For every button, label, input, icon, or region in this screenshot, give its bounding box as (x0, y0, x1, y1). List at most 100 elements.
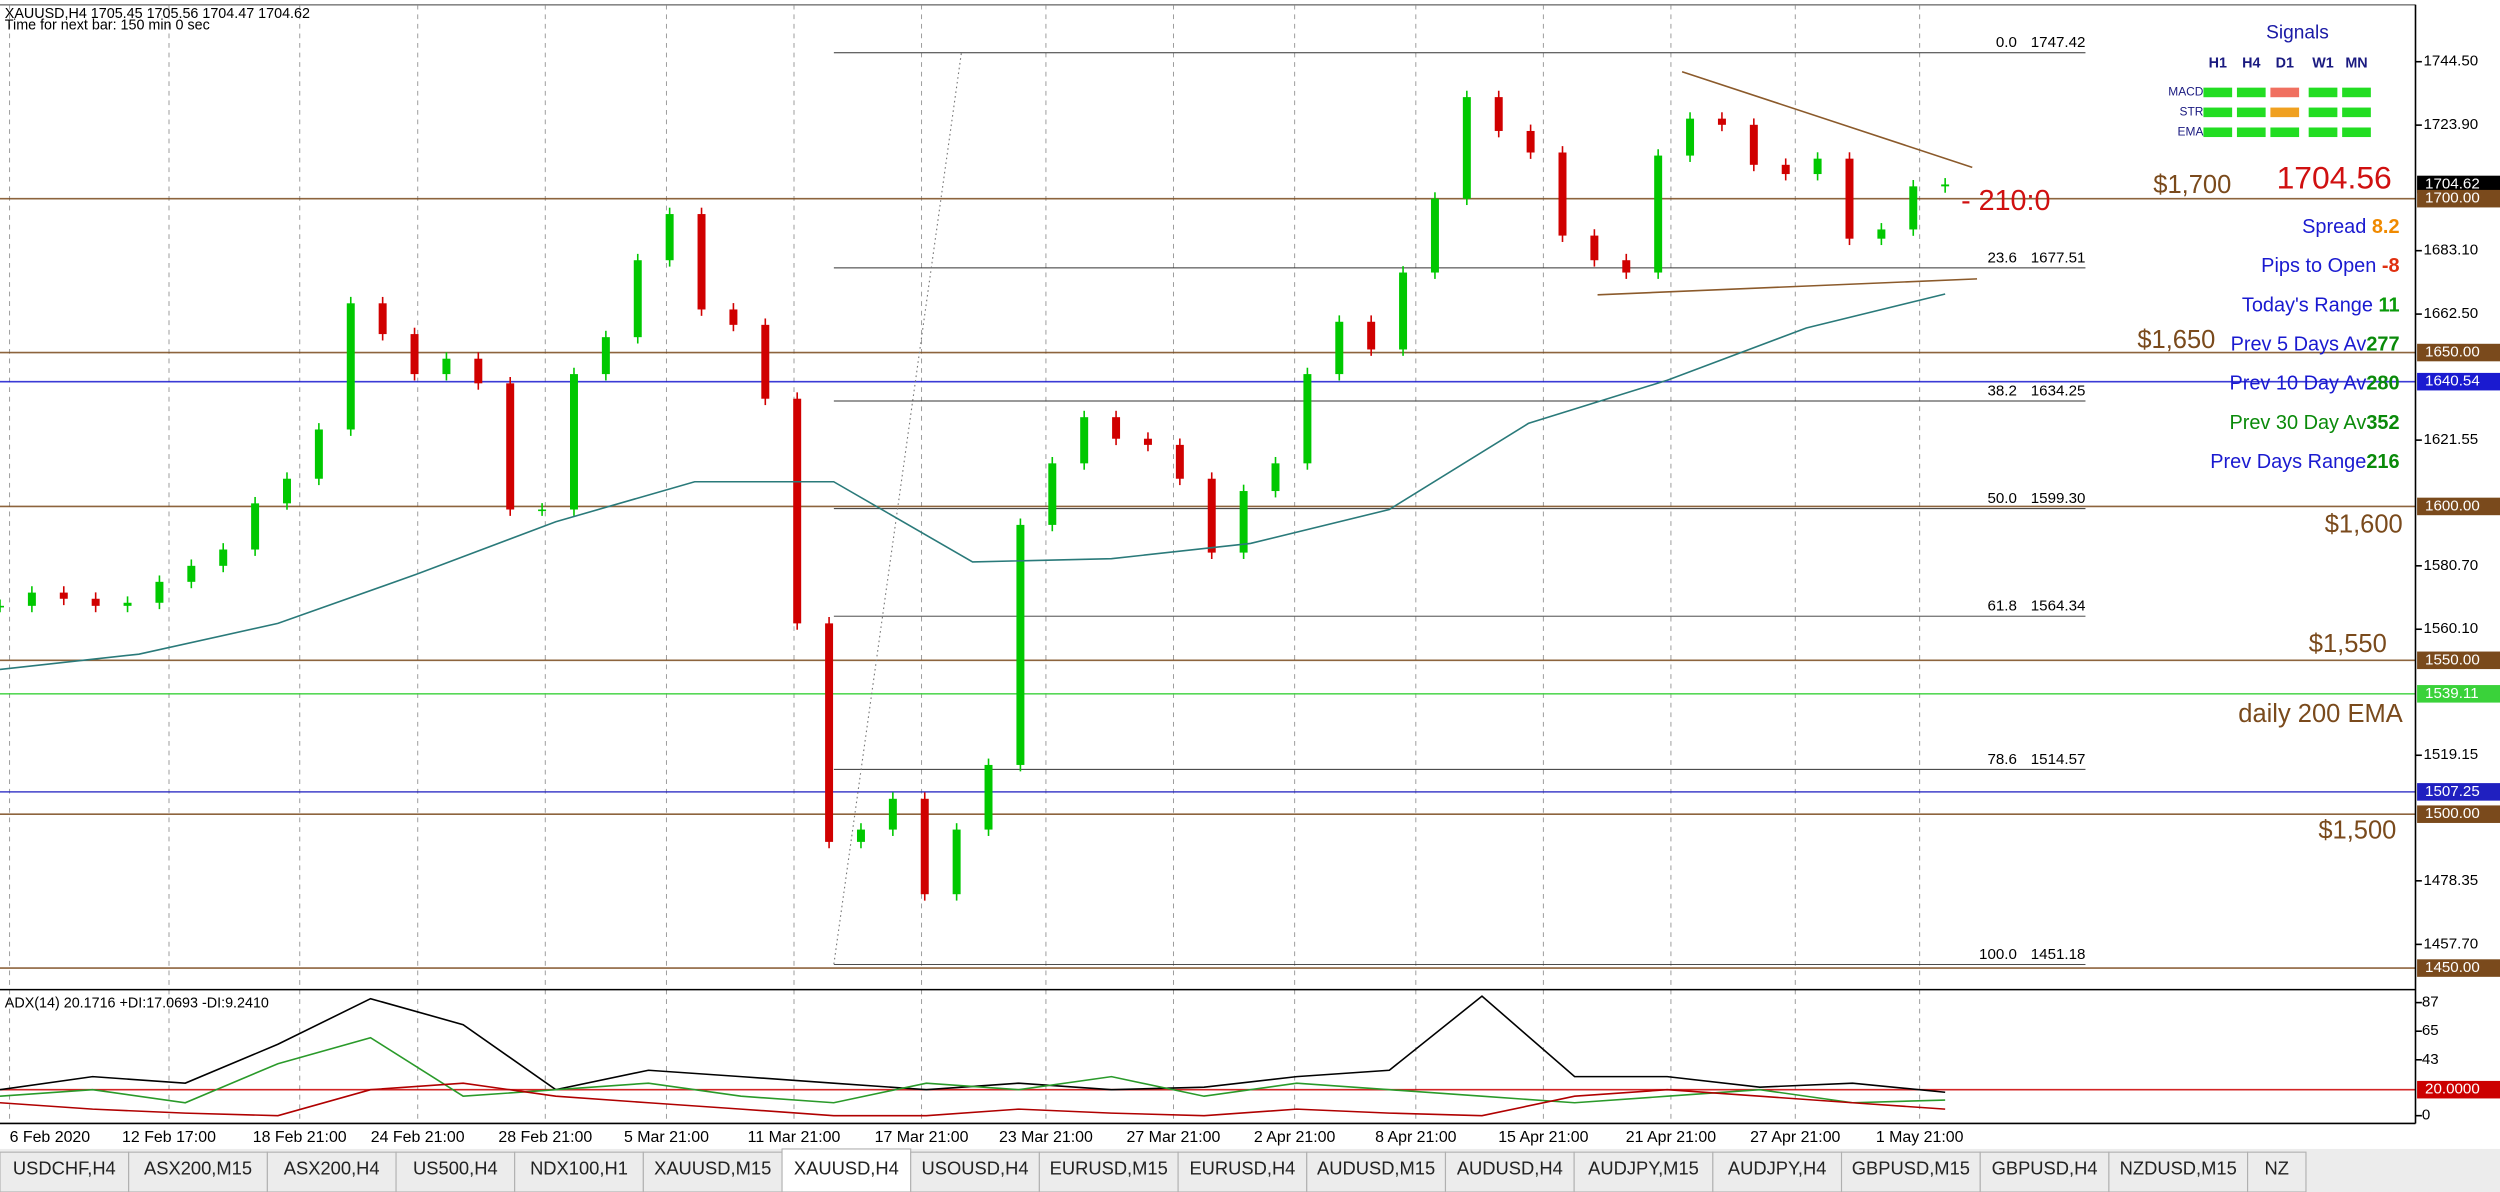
signal-cell (2308, 87, 2338, 98)
candle (984, 764, 993, 830)
symbol-line: XAUUSD,H4 1705.45 1705.56 1704.47 1704.6… (5, 6, 310, 22)
signal-cell (2270, 107, 2300, 118)
x-tick-label: 27 Apr 21:00 (1750, 1129, 1840, 1146)
tab-label[interactable]: XAUUSD,M15 (654, 1158, 771, 1179)
stat-value: 8.2 (2372, 216, 2400, 238)
candle (0, 605, 4, 608)
level-box (2417, 189, 2500, 208)
stat-value: 352 (2366, 412, 2399, 434)
tab[interactable] (1444, 1151, 1575, 1192)
candle (1622, 260, 1631, 273)
level-box (2417, 783, 2500, 801)
y-tick-label: 43 (2422, 1051, 2439, 1068)
candle (1271, 463, 1280, 492)
tab[interactable] (128, 1151, 268, 1192)
x-tick-label: 8 Apr 21:00 (1375, 1129, 1457, 1146)
tab-label[interactable]: AUDUSD,H4 (1457, 1158, 1563, 1179)
indicator-line (0, 1036, 1946, 1104)
candle (314, 429, 323, 479)
candle (1749, 124, 1758, 165)
tab[interactable] (2108, 1151, 2249, 1192)
candle (1143, 438, 1152, 445)
candle (793, 398, 802, 624)
level-box-label: 1500.00 (2425, 805, 2480, 822)
x-tick-label: 12 Feb 17:00 (122, 1129, 216, 1146)
y-tick-label: 1580.70 (2423, 557, 2478, 574)
tab-label[interactable]: NDX100,H1 (530, 1158, 628, 1179)
y-tick-label: 1478.35 (2423, 872, 2478, 889)
candle (187, 565, 196, 582)
stat-value: 216 (2366, 451, 2399, 473)
tab-label[interactable]: EURUSD,M15 (1050, 1158, 1168, 1179)
fib-value: 1564.34 (2031, 598, 2086, 615)
tab[interactable] (1573, 1151, 1714, 1192)
tab[interactable] (1038, 1151, 1179, 1192)
candle (1367, 321, 1376, 350)
candle (1813, 158, 1822, 175)
fib-ratio: 50.0 (1987, 490, 2016, 507)
tab[interactable] (514, 1151, 644, 1192)
tab[interactable] (642, 1151, 783, 1192)
marks (0, 90, 1950, 1117)
stat: Prev Days Range216 (2210, 451, 2399, 473)
tab[interactable] (1712, 1151, 1843, 1192)
candle (251, 503, 260, 550)
y-tick-label: 1560.10 (2423, 620, 2478, 637)
level-box (2417, 959, 2500, 977)
level-box-label: 1507.25 (2425, 783, 2480, 800)
candle (729, 309, 738, 325)
fib-value: 1599.30 (2031, 490, 2086, 507)
fib-value: 1677.51 (2031, 249, 2086, 266)
level-label: $1,550 (2309, 630, 2387, 658)
stat: Prev 5 Days Av277 (2231, 334, 2400, 356)
ema-label: daily 200 EMA (2238, 700, 2402, 728)
y-tick-label: 1457.70 (2423, 935, 2478, 952)
tab-label[interactable]: XAUUSD,H4 (794, 1158, 899, 1179)
tab-label[interactable]: GBPUSD,H4 (1992, 1158, 2098, 1179)
stat-label: Spread (2302, 216, 2372, 238)
tab-label[interactable]: USDCHF,H4 (13, 1158, 116, 1179)
tabs: USDCHF,H4 ASX200,M15 ASX200,H4 US500,H4 NDX1… (0, 1148, 2307, 1192)
fib-value: 1747.42 (2031, 34, 2086, 51)
tab-label[interactable]: AUDJPY,M15 (1588, 1158, 1699, 1179)
candle (59, 592, 68, 599)
tab-label[interactable]: US500,H4 (413, 1158, 498, 1179)
stat: Prev 30 Day Av352 (2229, 412, 2399, 434)
tab-label[interactable]: NZ (2265, 1158, 2289, 1179)
stat: Prev 10 Day Av280 (2229, 373, 2399, 395)
x-tick-label: 23 Mar 21:00 (999, 1129, 1093, 1146)
tab-label[interactable]: NZDUSD,M15 (2120, 1158, 2237, 1179)
level-box (2417, 175, 2500, 194)
tab[interactable] (395, 1151, 516, 1192)
tab-label[interactable]: GBPUSD,M15 (1852, 1158, 1970, 1179)
tab-label[interactable]: ASX200,H4 (284, 1158, 380, 1179)
tab-label[interactable]: AUDUSD,M15 (1317, 1158, 1435, 1179)
tab-label[interactable]: ASX200,M15 (144, 1158, 252, 1179)
tab[interactable] (1177, 1151, 1308, 1192)
tab-label[interactable]: USOUSD,H4 (922, 1158, 1029, 1179)
trend-line-upper (1681, 70, 1973, 169)
tab[interactable] (781, 1148, 912, 1192)
candle (633, 260, 642, 338)
level-box-label: 1700.00 (2425, 190, 2480, 207)
candle (1399, 272, 1408, 350)
x-tick-label: 15 Apr 21:00 (1498, 1129, 1588, 1146)
tab[interactable] (2247, 1151, 2307, 1192)
x-tick-label: 21 Apr 21:00 (1626, 1129, 1716, 1146)
tab-label[interactable]: AUDJPY,H4 (1728, 1158, 1826, 1179)
fib-ratio: 38.2 (1987, 382, 2016, 399)
y-tick-label: 1519.15 (2423, 746, 2478, 763)
signal-cell (2203, 107, 2233, 118)
level-box-label: 1450.00 (2425, 959, 2480, 976)
level-label: $1,600 (2325, 511, 2403, 539)
tab-label[interactable]: EURUSD,H4 (1189, 1158, 1295, 1179)
candle (474, 358, 483, 384)
level-box-label: 20.0000 (2425, 1081, 2480, 1098)
stat-value: 280 (2366, 373, 2399, 395)
candle (442, 358, 451, 375)
